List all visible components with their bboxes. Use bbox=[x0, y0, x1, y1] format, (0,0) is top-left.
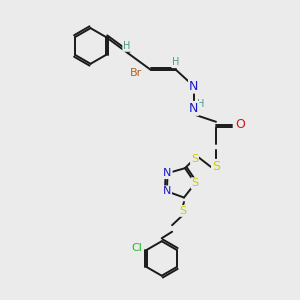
Text: S: S bbox=[191, 154, 198, 164]
Text: N: N bbox=[189, 102, 198, 115]
Text: S: S bbox=[212, 160, 220, 173]
Text: Cl: Cl bbox=[131, 243, 142, 254]
Text: O: O bbox=[235, 118, 245, 131]
Text: N: N bbox=[163, 186, 171, 196]
Text: N: N bbox=[164, 168, 172, 178]
Text: S: S bbox=[192, 178, 199, 188]
Text: H: H bbox=[123, 41, 130, 51]
Text: Br: Br bbox=[130, 68, 142, 78]
Text: S: S bbox=[179, 206, 186, 216]
Text: H: H bbox=[196, 99, 204, 109]
Text: H: H bbox=[172, 57, 179, 67]
Text: N: N bbox=[189, 80, 198, 93]
